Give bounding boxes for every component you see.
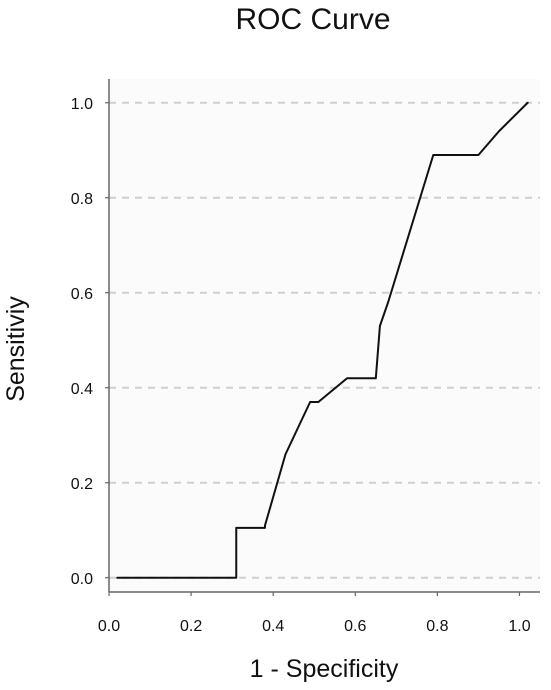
x-tick-label: 1.0 [508, 618, 530, 635]
x-tick-label: 0.0 [98, 618, 120, 635]
x-tick-label: 0.2 [180, 618, 202, 635]
plot-area [109, 79, 540, 592]
x-axis-title: 1 - Specificity [250, 655, 399, 683]
x-tick-label: 0.8 [426, 618, 448, 635]
x-tick-label: 0.4 [262, 618, 284, 635]
y-tick-label: 0.6 [71, 286, 93, 303]
y-axis-title: Sensitiviy [2, 296, 30, 402]
roc-curve-line [116, 101, 529, 579]
y-tick-label: 0.0 [71, 571, 93, 588]
x-axis-ticks: 0.0 0.2 0.4 0.6 0.8 1.0 [98, 592, 531, 635]
y-tick-label: 0.8 [71, 191, 93, 208]
x-tick-label: 0.6 [344, 618, 366, 635]
y-tick-label: 1.0 [71, 96, 93, 113]
y-axis-ticks: 0.0 0.2 0.4 0.6 0.8 1.0 [71, 96, 109, 588]
y-tick-label: 0.2 [71, 476, 93, 493]
chart-title: ROC Curve [235, 3, 390, 36]
y-tick-label: 0.4 [71, 381, 93, 398]
